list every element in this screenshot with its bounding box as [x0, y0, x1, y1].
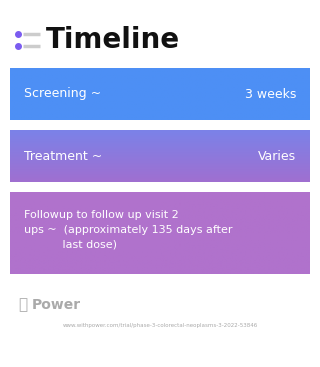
Text: ⛉: ⛉	[18, 298, 27, 312]
Text: Followup to follow up visit 2
ups ~  (approximately 135 days after
           la: Followup to follow up visit 2 ups ~ (app…	[24, 210, 233, 250]
Text: www.withpower.com/trial/phase-3-colorectal-neoplasms-3-2022-53846: www.withpower.com/trial/phase-3-colorect…	[62, 323, 258, 327]
Text: Varies: Varies	[258, 149, 296, 163]
Text: Screening ~: Screening ~	[24, 87, 101, 101]
Text: Treatment ~: Treatment ~	[24, 149, 102, 163]
Text: Power: Power	[32, 298, 81, 312]
Text: 3 weeks: 3 weeks	[244, 87, 296, 101]
Text: Timeline: Timeline	[46, 26, 180, 54]
